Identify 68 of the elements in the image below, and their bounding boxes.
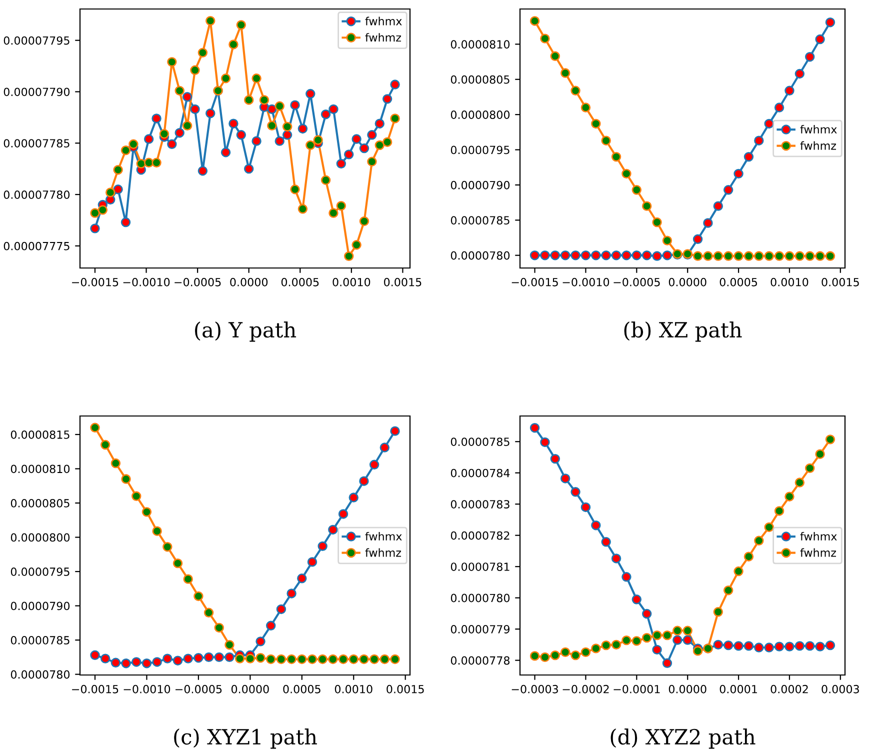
y-tick-label: 0.0000780 <box>450 594 510 602</box>
y-tick-label: 0.0000781 <box>450 562 510 571</box>
x-tick-label: −0.0010 <box>124 684 170 694</box>
y-tick-label: 0.0000785 <box>10 636 70 644</box>
legend-label: fwhmz <box>365 548 401 557</box>
y-tick-label: 0.0000785 <box>450 438 510 446</box>
legend-label: fwhmz <box>365 33 401 42</box>
legend-label: fwhmx <box>800 532 837 540</box>
y-tick-label: 0.0000783 <box>450 500 510 508</box>
y-tick-label: 0.0000790 <box>450 180 510 190</box>
x-tick-label: 0.0015 <box>386 684 424 694</box>
x-tick-label: 0.0015 <box>822 278 859 286</box>
x-tick-label: −0.0010 <box>123 278 170 286</box>
x-tick-label: 0.0001 <box>720 684 757 694</box>
x-tick-label: −0.0015 <box>72 684 118 694</box>
y-tick-label: 0.0000795 <box>450 146 510 154</box>
legend-label: fwhmx <box>365 16 402 26</box>
text: (a) Y path <box>195 322 296 342</box>
x-tick-label: 0.0002 <box>770 684 808 694</box>
legend-label: fwhmz <box>800 141 836 150</box>
x-tick-label: 0.0010 <box>770 278 808 286</box>
x-tick-label: −0.0005 <box>614 278 660 286</box>
x-tick-label: −0.0002 <box>562 684 609 694</box>
x-tick-label: −0.0005 <box>176 684 222 694</box>
text: (b) XZ path <box>624 322 742 342</box>
y-tick-label: 0.0000780 <box>10 670 70 679</box>
x-tick-label: 0.0000 <box>668 278 706 286</box>
legend-label: fwhmx <box>800 124 837 134</box>
y-tick-label: 0.0000810 <box>10 464 70 474</box>
y-tick-label: 0.0000782 <box>450 531 510 540</box>
y-tick-label: 0.0000800 <box>450 110 510 119</box>
y-tick-label: 0.00007785 <box>4 139 70 148</box>
x-tick-label: 0.0005 <box>281 278 319 286</box>
x-tick-label: −0.0015 <box>512 278 558 286</box>
x-tick-label: 0.0000 <box>668 684 706 694</box>
text: (c) XYZ1 path <box>174 728 317 749</box>
y-tick-label: 0.0000784 <box>450 468 510 478</box>
y-tick-label: 0.00007795 <box>4 36 70 45</box>
y-tick-label: 0.00007775 <box>4 242 70 250</box>
x-tick-label: −0.0010 <box>562 278 610 286</box>
y-tick-label: 0.0000800 <box>10 533 70 542</box>
y-tick-label: 0.0000785 <box>450 216 510 225</box>
x-tick-label: 0.0005 <box>283 684 320 694</box>
y-tick-label: 0.0000795 <box>10 568 70 576</box>
x-tick-label: 0.0010 <box>332 278 370 286</box>
x-tick-label: 0.0000 <box>231 684 269 694</box>
y-tick-label: 0.00007780 <box>4 190 70 199</box>
y-tick-label: 0.0000810 <box>450 40 510 49</box>
x-tick-label: 0.0000 <box>230 278 268 286</box>
y-tick-label: 0.0000805 <box>10 498 70 508</box>
y-tick-label: 0.0000805 <box>450 75 510 84</box>
x-tick-label: −0.0003 <box>512 684 558 694</box>
y-tick-label: 0.00007790 <box>4 88 70 96</box>
x-tick-label: −0.0005 <box>174 278 221 286</box>
legend-label: fwhmx <box>365 532 402 540</box>
x-tick-label: 0.0005 <box>720 278 758 286</box>
x-tick-label: −0.0001 <box>614 684 660 694</box>
y-tick-label: 0.0000778 <box>450 656 510 665</box>
y-tick-label: 0.0000815 <box>10 430 70 439</box>
y-tick-label: 0.0000780 <box>450 251 510 260</box>
x-tick-label: −0.0015 <box>72 278 118 286</box>
y-tick-label: 0.0000790 <box>10 602 70 610</box>
y-tick-label: 0.0000779 <box>450 625 510 634</box>
x-tick-label: 0.0010 <box>334 684 372 694</box>
x-tick-label: 0.0003 <box>822 684 859 694</box>
legend-label: fwhmz <box>800 548 836 557</box>
text: (d) XYZ2 path <box>610 728 756 749</box>
x-tick-label: 0.0015 <box>384 278 422 286</box>
